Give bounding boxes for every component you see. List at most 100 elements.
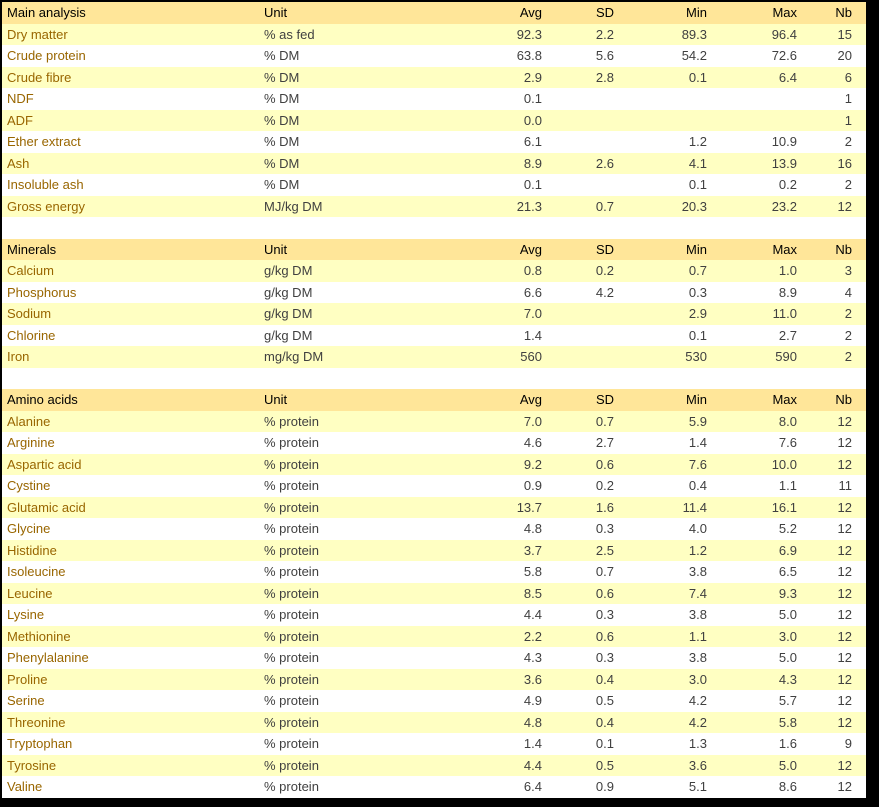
table-row: Proline % protein 3.6 0.4 3.0 4.3 12 bbox=[2, 668, 866, 690]
cell-avg: 6.1 bbox=[523, 134, 542, 150]
cell-min: 0.7 bbox=[688, 263, 707, 279]
cell-avg: 21.3 bbox=[516, 198, 542, 214]
cell-sd: 0.3 bbox=[595, 650, 614, 666]
cell-max: 13.9 bbox=[771, 155, 797, 171]
section-header-row: Main analysis Unit Avg SD Min Max Nb bbox=[2, 2, 866, 24]
column-header-sd: SD bbox=[595, 241, 614, 257]
table-row: Phenylalanine % protein 4.3 0.3 3.8 5.0 12 bbox=[2, 647, 866, 669]
cell-max: 8.9 bbox=[778, 284, 797, 300]
cell-unit: % protein bbox=[264, 456, 319, 472]
cell-unit: % DM bbox=[264, 91, 300, 107]
cell-avg: 4.8 bbox=[523, 521, 542, 537]
row-label: Isoleucine bbox=[7, 564, 66, 580]
cell-unit: % protein bbox=[264, 693, 319, 709]
cell-unit: MJ/kg DM bbox=[264, 198, 323, 214]
row-label: Iron bbox=[7, 349, 30, 365]
cell-min: 1.2 bbox=[688, 542, 707, 558]
column-header-unit: Unit bbox=[264, 241, 288, 257]
cell-max: 5.0 bbox=[778, 607, 797, 623]
row-label: Ether extract bbox=[7, 134, 81, 150]
cell-avg: 13.7 bbox=[516, 499, 542, 515]
cell-unit: g/kg DM bbox=[264, 263, 313, 279]
cell-avg: 1.4 bbox=[523, 327, 542, 343]
row-label: Glycine bbox=[7, 521, 51, 537]
cell-unit: mg/kg DM bbox=[264, 349, 324, 365]
cell-unit: % protein bbox=[264, 585, 319, 601]
cell-sd: 0.6 bbox=[595, 628, 614, 644]
cell-unit: % protein bbox=[264, 521, 319, 537]
cell-min: 5.1 bbox=[688, 779, 707, 795]
column-header-min: Min bbox=[686, 392, 707, 408]
column-header-min: Min bbox=[686, 241, 707, 257]
cell-max: 16.1 bbox=[771, 499, 797, 515]
cell-max: 72.6 bbox=[771, 48, 797, 64]
cell-avg: 0.1 bbox=[523, 177, 542, 193]
cell-unit: % protein bbox=[264, 736, 319, 752]
column-header-unit: Unit bbox=[264, 392, 288, 408]
cell-sd: 1.6 bbox=[595, 499, 614, 515]
cell-unit: g/kg DM bbox=[264, 327, 313, 343]
cell-min bbox=[620, 88, 713, 110]
cell-unit: % DM bbox=[264, 177, 300, 193]
row-label: Glutamic acid bbox=[7, 499, 86, 515]
section-title: Minerals bbox=[7, 241, 57, 257]
cell-sd: 0.4 bbox=[595, 671, 614, 687]
table-row: Arginine % protein 4.6 2.7 1.4 7.6 12 bbox=[2, 432, 866, 454]
table-row: Gross energy MJ/kg DM 21.3 0.7 20.3 23.2 12 bbox=[2, 195, 866, 217]
table-row: Histidine % protein 3.7 2.5 1.2 6.9 12 bbox=[2, 539, 866, 561]
section-header-row: Amino acids Unit Avg SD Min Max Nb bbox=[2, 389, 866, 411]
column-header-max: Max bbox=[772, 5, 797, 21]
cell-min: 3.0 bbox=[688, 671, 707, 687]
cell-sd: 0.3 bbox=[595, 521, 614, 537]
cell-avg: 7.0 bbox=[523, 413, 542, 429]
table-row: Valine % protein 6.4 0.9 5.1 8.6 12 bbox=[2, 776, 866, 798]
cell-max: 6.4 bbox=[778, 69, 797, 85]
cell-max: 4.3 bbox=[778, 671, 797, 687]
cell-max: 0.2 bbox=[778, 177, 797, 193]
cell-unit: % DM bbox=[264, 134, 300, 150]
cell-min bbox=[620, 110, 713, 132]
cell-sd: 2.7 bbox=[595, 435, 614, 451]
cell-min: 7.4 bbox=[688, 585, 707, 601]
cell-max bbox=[713, 88, 803, 110]
cell-sd: 0.7 bbox=[595, 564, 614, 580]
table-row: Crude fibre % DM 2.9 2.8 0.1 6.4 6 bbox=[2, 66, 866, 88]
cell-nb: 2 bbox=[844, 306, 852, 322]
cell-avg: 3.7 bbox=[523, 542, 542, 558]
cell-min: 0.4 bbox=[688, 478, 707, 494]
row-label: Ash bbox=[7, 155, 30, 171]
cell-sd: 0.5 bbox=[595, 693, 614, 709]
table-row: Lysine % protein 4.4 0.3 3.8 5.0 12 bbox=[2, 604, 866, 626]
cell-avg: 8.9 bbox=[523, 155, 542, 171]
cell-unit: % as fed bbox=[264, 26, 315, 42]
cell-avg: 4.4 bbox=[523, 757, 542, 773]
table-row: Crude protein % DM 63.8 5.6 54.2 72.6 20 bbox=[2, 45, 866, 67]
row-label: Arginine bbox=[7, 435, 55, 451]
minerals-table: Minerals Unit Avg SD Min Max Nb Calcium g… bbox=[2, 238, 866, 368]
cell-max: 5.7 bbox=[778, 693, 797, 709]
row-label: Histidine bbox=[7, 542, 57, 558]
table-row: Glycine % protein 4.8 0.3 4.0 5.2 12 bbox=[2, 518, 866, 540]
cell-unit: % DM bbox=[264, 112, 300, 128]
cell-max: 9.3 bbox=[778, 585, 797, 601]
row-label: Phenylalanine bbox=[7, 650, 89, 666]
cell-avg: 8.5 bbox=[523, 585, 542, 601]
cell-unit: % protein bbox=[264, 757, 319, 773]
table-row: Phosphorus g/kg DM 6.6 4.2 0.3 8.9 4 bbox=[2, 281, 866, 303]
cell-unit: % protein bbox=[264, 650, 319, 666]
cell-max: 5.0 bbox=[778, 757, 797, 773]
column-header-avg: Avg bbox=[519, 241, 542, 257]
cell-unit: % DM bbox=[264, 69, 300, 85]
cell-unit: % protein bbox=[264, 564, 319, 580]
cell-unit: % protein bbox=[264, 628, 319, 644]
row-label: Gross energy bbox=[7, 198, 86, 214]
cell-sd: 0.1 bbox=[595, 736, 614, 752]
row-label: Alanine bbox=[7, 413, 51, 429]
row-label: Aspartic acid bbox=[7, 456, 82, 472]
cell-min: 4.2 bbox=[688, 714, 707, 730]
cell-unit: % protein bbox=[264, 671, 319, 687]
cell-min: 89.3 bbox=[681, 26, 707, 42]
column-header-nb: Nb bbox=[835, 392, 852, 408]
cell-unit: % protein bbox=[264, 499, 319, 515]
table-row: Dry matter % as fed 92.3 2.2 89.3 96.4 15 bbox=[2, 23, 866, 45]
